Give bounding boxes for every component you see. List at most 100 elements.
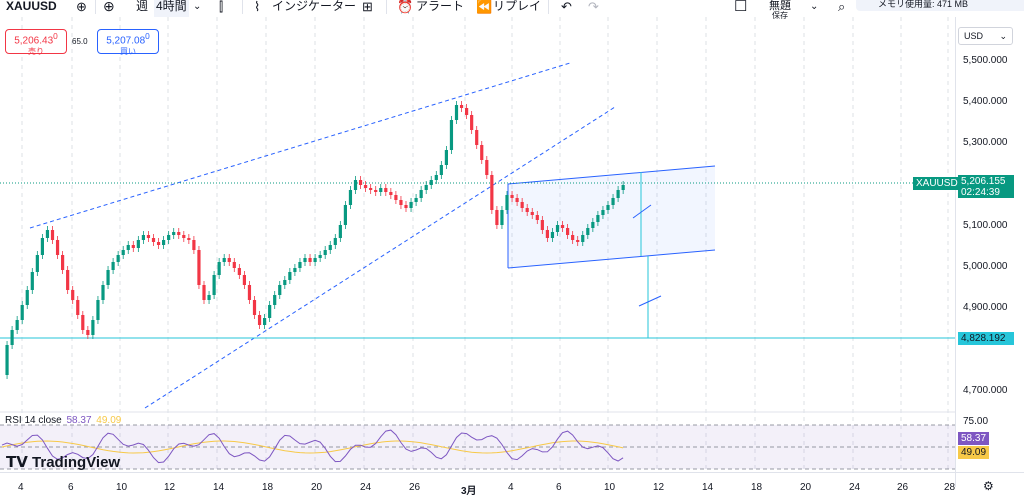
currency-selector[interactable]: USD ⌄	[958, 27, 1013, 45]
redo-icon[interactable]: ↷	[588, 0, 599, 14]
currency-label: USD	[964, 31, 984, 41]
candle-body	[45, 230, 50, 238]
add-symbol-icon[interactable]: ⊕	[103, 0, 115, 14]
indicators-icon[interactable]: ⌇	[254, 0, 261, 14]
candle-body	[217, 262, 221, 275]
layout-grid-icon[interactable]: ⊞	[362, 0, 373, 14]
candle-body	[126, 245, 130, 250]
candle-body	[288, 272, 292, 280]
sell-label: 売り	[28, 47, 44, 57]
candle-type-icon[interactable]: ⫿	[219, 0, 224, 14]
candle-body	[263, 318, 267, 325]
candle-body	[25, 290, 29, 305]
candle-body	[399, 200, 403, 205]
chart-canvas[interactable]	[0, 17, 955, 487]
candle-body	[268, 305, 272, 318]
replay-button[interactable]: リプレイ	[493, 0, 542, 13]
buy-button[interactable]: 5,207.080 買い	[97, 29, 159, 57]
time-label: 3月	[461, 486, 477, 497]
candle-body	[515, 198, 519, 202]
time-label: 26	[409, 482, 421, 493]
sell-button[interactable]: 5,206.430 売り	[5, 29, 67, 57]
rsi-legend[interactable]: RSI 14 close 58.37 49.09	[5, 415, 121, 426]
alert-icon[interactable]: ⏰	[397, 0, 414, 14]
candle-body	[555, 225, 560, 232]
symbol-search[interactable]: XAUUSD	[6, 0, 57, 13]
candle-body	[606, 205, 610, 210]
candle-body	[141, 235, 145, 240]
candle-body	[586, 228, 590, 235]
settings-gear-icon[interactable]: ⚙	[983, 479, 994, 493]
candle-body	[545, 230, 549, 238]
save-status[interactable]: 保存	[772, 11, 788, 20]
current-price-value: 5,206.155	[961, 176, 1006, 187]
interval-4h[interactable]: 4時間	[154, 0, 189, 17]
candle-body	[505, 195, 509, 210]
candle-body	[591, 222, 595, 228]
candle-body	[596, 215, 600, 222]
replay-icon[interactable]: ⏪	[476, 0, 493, 14]
logo-text: TradingView	[32, 454, 121, 471]
candle-body	[404, 205, 408, 208]
time-label: 24	[360, 482, 372, 493]
buy-label: 買い	[120, 47, 136, 57]
candle-body	[252, 300, 257, 315]
memory-usage-text: メモリ使用量: 471 MB	[878, 0, 969, 9]
candle-body	[91, 320, 95, 335]
price-axis-border	[955, 17, 956, 487]
rsi-legend-value: 58.37	[66, 415, 92, 426]
candle-body	[303, 258, 307, 262]
layout-checkbox-icon[interactable]: ☐	[734, 0, 748, 15]
buy-price-sup: 0	[145, 31, 150, 41]
indicators-button[interactable]: インジケーター	[272, 0, 357, 13]
interval-week[interactable]: 週	[136, 0, 149, 13]
buy-price: 5,207.08	[106, 35, 146, 47]
time-label: 6	[68, 482, 74, 493]
time-label: 10	[116, 482, 128, 493]
time-label: 4	[508, 482, 514, 493]
candle-body	[601, 210, 605, 215]
candle-body	[131, 245, 135, 248]
chevron-down-icon[interactable]: ⌄	[193, 1, 202, 12]
price-label: 5,400.000	[963, 96, 1008, 107]
time-label: 10	[604, 482, 616, 493]
chevron-down-icon[interactable]: ⌄	[810, 1, 819, 12]
divider	[242, 0, 243, 14]
candle-body	[151, 238, 156, 242]
candle-body	[227, 258, 231, 262]
candle-body	[202, 285, 206, 300]
candle-body	[242, 275, 246, 285]
undo-icon[interactable]: ↶	[561, 0, 572, 14]
price-label: 4,700.000	[963, 385, 1008, 396]
measure-tick-2	[638, 295, 662, 307]
drawings[interactable]	[0, 62, 955, 409]
tradingview-logo: 𝗧𝗩 TradingView	[6, 453, 120, 471]
candle-body	[5, 345, 9, 375]
quick-search-icon[interactable]: ⌕	[838, 0, 846, 14]
rsi-legend-name: RSI 14 close	[5, 415, 62, 426]
candlesticks	[5, 101, 625, 379]
candle-body	[20, 305, 24, 320]
spread-value: 65.0	[72, 37, 88, 46]
candle-body	[273, 295, 277, 305]
candle-body	[257, 315, 262, 325]
tv-mark-icon: 𝗧𝗩	[6, 454, 33, 471]
candle-body	[459, 105, 464, 108]
rsi-ma-line	[1, 440, 624, 454]
candle-body	[283, 280, 287, 285]
rsi-upper-label: 75.00	[963, 416, 989, 427]
compare-icon[interactable]: ⊕	[76, 0, 87, 14]
time-label: 20	[800, 482, 812, 493]
candle-body	[374, 190, 378, 192]
time-label: 20	[311, 482, 323, 493]
alert-button[interactable]: アラート	[416, 0, 465, 13]
candle-body	[30, 272, 34, 290]
layout-name[interactable]: 無題	[769, 0, 791, 12]
candle-body	[434, 175, 438, 180]
candle-body	[177, 232, 181, 235]
divider	[95, 0, 96, 14]
candle-body	[298, 262, 302, 268]
channel-lower	[507, 249, 716, 269]
candle-body	[323, 250, 327, 255]
candle-body	[480, 145, 484, 160]
